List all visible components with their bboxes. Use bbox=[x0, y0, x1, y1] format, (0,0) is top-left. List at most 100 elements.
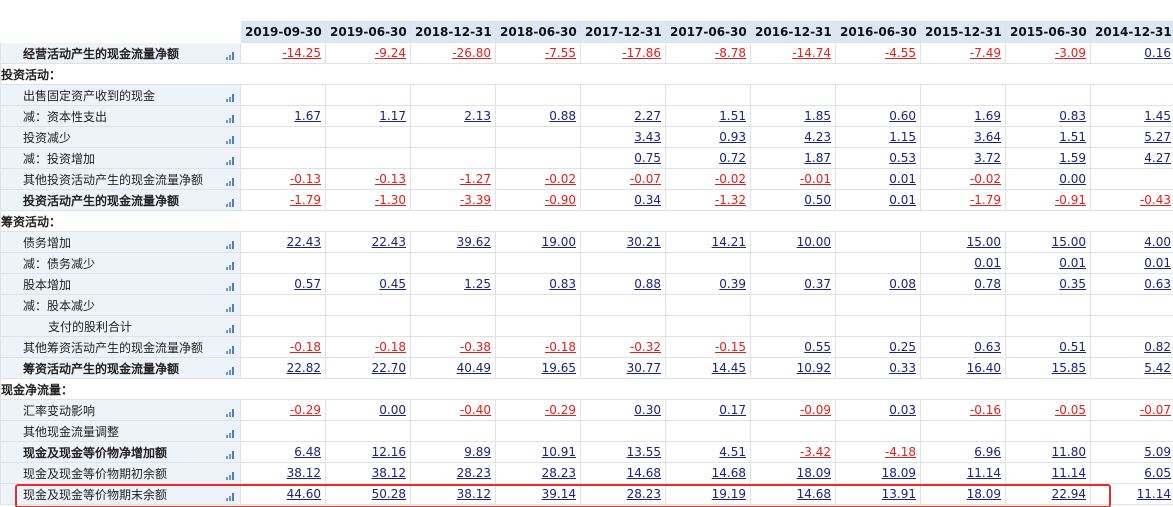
value-cell[interactable]: 1.69 bbox=[920, 105, 1006, 127]
value-cell[interactable]: 14.68 bbox=[750, 483, 836, 505]
value-cell[interactable]: 14.68 bbox=[665, 462, 751, 484]
value-cell[interactable]: 30.21 bbox=[580, 231, 666, 253]
value-cell[interactable]: 22.43 bbox=[240, 231, 326, 253]
value-cell[interactable]: -0.02 bbox=[495, 168, 581, 190]
value-cell[interactable]: -3.42 bbox=[750, 441, 836, 463]
chart-icon[interactable] bbox=[226, 133, 236, 144]
value-cell[interactable]: 4.51 bbox=[665, 441, 751, 463]
value-cell[interactable]: -0.32 bbox=[580, 336, 666, 358]
value-cell[interactable]: -4.18 bbox=[835, 441, 921, 463]
value-cell[interactable]: -0.07 bbox=[580, 168, 666, 190]
chart-icon[interactable] bbox=[226, 280, 236, 291]
value-cell[interactable]: 1.87 bbox=[750, 147, 836, 169]
value-cell[interactable]: -1.27 bbox=[410, 168, 496, 190]
value-cell[interactable]: 0.00 bbox=[1005, 168, 1091, 190]
value-cell[interactable]: 19.65 bbox=[495, 357, 581, 379]
value-cell[interactable]: 15.00 bbox=[920, 231, 1006, 253]
value-cell[interactable]: 0.34 bbox=[580, 189, 666, 211]
value-cell[interactable]: 18.09 bbox=[750, 462, 836, 484]
value-cell[interactable]: -14.25 bbox=[240, 42, 326, 64]
value-cell[interactable]: -0.07 bbox=[1090, 399, 1173, 421]
value-cell[interactable]: -0.38 bbox=[410, 336, 496, 358]
value-cell[interactable]: 0.93 bbox=[665, 126, 751, 148]
chart-icon[interactable] bbox=[226, 49, 236, 60]
value-cell[interactable]: 2.13 bbox=[410, 105, 496, 127]
value-cell[interactable]: 19.00 bbox=[495, 231, 581, 253]
value-cell[interactable]: 10.91 bbox=[495, 441, 581, 463]
value-cell[interactable]: 11.14 bbox=[920, 462, 1006, 484]
value-cell[interactable]: 0.50 bbox=[750, 189, 836, 211]
value-cell[interactable]: 0.30 bbox=[580, 399, 666, 421]
value-cell[interactable]: 22.82 bbox=[240, 357, 326, 379]
value-cell[interactable]: -3.09 bbox=[1005, 42, 1091, 64]
chart-icon[interactable] bbox=[226, 490, 236, 501]
value-cell[interactable]: 38.12 bbox=[410, 483, 496, 505]
value-cell[interactable]: 1.67 bbox=[240, 105, 326, 127]
value-cell[interactable]: -0.01 bbox=[750, 168, 836, 190]
value-cell[interactable]: 0.17 bbox=[665, 399, 751, 421]
value-cell[interactable]: 0.45 bbox=[325, 273, 411, 295]
value-cell[interactable]: 22.70 bbox=[325, 357, 411, 379]
chart-icon[interactable] bbox=[226, 91, 236, 102]
value-cell[interactable]: 15.00 bbox=[1005, 231, 1091, 253]
chart-icon[interactable] bbox=[226, 343, 236, 354]
value-cell[interactable]: 9.89 bbox=[410, 441, 496, 463]
value-cell[interactable]: -0.29 bbox=[495, 399, 581, 421]
value-cell[interactable]: 0.01 bbox=[1005, 252, 1091, 274]
value-cell[interactable]: 10.00 bbox=[750, 231, 836, 253]
value-cell[interactable]: 0.88 bbox=[495, 105, 581, 127]
value-cell[interactable]: 0.35 bbox=[1005, 273, 1091, 295]
value-cell[interactable]: 1.51 bbox=[1005, 126, 1091, 148]
value-cell[interactable]: 0.72 bbox=[665, 147, 751, 169]
value-cell[interactable]: -7.55 bbox=[495, 42, 581, 64]
chart-icon[interactable] bbox=[226, 364, 236, 375]
value-cell[interactable]: 0.63 bbox=[920, 336, 1006, 358]
value-cell[interactable]: 10.92 bbox=[750, 357, 836, 379]
value-cell[interactable]: -0.43 bbox=[1090, 189, 1173, 211]
value-cell[interactable]: -3.39 bbox=[410, 189, 496, 211]
value-cell[interactable]: 0.37 bbox=[750, 273, 836, 295]
chart-icon[interactable] bbox=[226, 301, 236, 312]
value-cell[interactable]: 0.25 bbox=[835, 336, 921, 358]
value-cell[interactable]: 1.85 bbox=[750, 105, 836, 127]
value-cell[interactable]: 12.16 bbox=[325, 441, 411, 463]
value-cell[interactable]: -0.13 bbox=[240, 168, 326, 190]
value-cell[interactable]: -26.80 bbox=[410, 42, 496, 64]
value-cell[interactable]: 40.49 bbox=[410, 357, 496, 379]
value-cell[interactable]: 0.00 bbox=[325, 399, 411, 421]
value-cell[interactable]: -9.24 bbox=[325, 42, 411, 64]
value-cell[interactable]: -0.05 bbox=[1005, 399, 1091, 421]
value-cell[interactable]: -0.91 bbox=[1005, 189, 1091, 211]
value-cell[interactable]: -0.40 bbox=[410, 399, 496, 421]
value-cell[interactable]: 6.05 bbox=[1090, 462, 1173, 484]
value-cell[interactable]: 5.27 bbox=[1090, 126, 1173, 148]
value-cell[interactable]: 0.01 bbox=[1090, 252, 1173, 274]
value-cell[interactable]: 5.09 bbox=[1090, 441, 1173, 463]
value-cell[interactable]: 15.85 bbox=[1005, 357, 1091, 379]
value-cell[interactable]: -0.90 bbox=[495, 189, 581, 211]
value-cell[interactable]: 0.01 bbox=[920, 252, 1006, 274]
value-cell[interactable]: 1.15 bbox=[835, 126, 921, 148]
value-cell[interactable]: 28.23 bbox=[410, 462, 496, 484]
value-cell[interactable]: -0.18 bbox=[240, 336, 326, 358]
value-cell[interactable]: -0.15 bbox=[665, 336, 751, 358]
value-cell[interactable]: -1.32 bbox=[665, 189, 751, 211]
value-cell[interactable]: 0.83 bbox=[1005, 105, 1091, 127]
value-cell[interactable]: -17.86 bbox=[580, 42, 666, 64]
value-cell[interactable]: -7.49 bbox=[920, 42, 1006, 64]
value-cell[interactable]: 0.88 bbox=[580, 273, 666, 295]
chart-icon[interactable] bbox=[226, 406, 236, 417]
chart-icon[interactable] bbox=[226, 112, 236, 123]
value-cell[interactable]: -14.74 bbox=[750, 42, 836, 64]
chart-icon[interactable] bbox=[226, 196, 236, 207]
value-cell[interactable]: 38.12 bbox=[325, 462, 411, 484]
value-cell[interactable]: 28.23 bbox=[495, 462, 581, 484]
value-cell[interactable]: -0.02 bbox=[920, 168, 1006, 190]
value-cell[interactable]: 4.00 bbox=[1090, 231, 1173, 253]
value-cell[interactable]: 2.27 bbox=[580, 105, 666, 127]
chart-icon[interactable] bbox=[226, 238, 236, 249]
chart-icon[interactable] bbox=[226, 448, 236, 459]
value-cell[interactable]: 22.43 bbox=[325, 231, 411, 253]
chart-icon[interactable] bbox=[226, 322, 236, 333]
value-cell[interactable]: 14.45 bbox=[665, 357, 751, 379]
